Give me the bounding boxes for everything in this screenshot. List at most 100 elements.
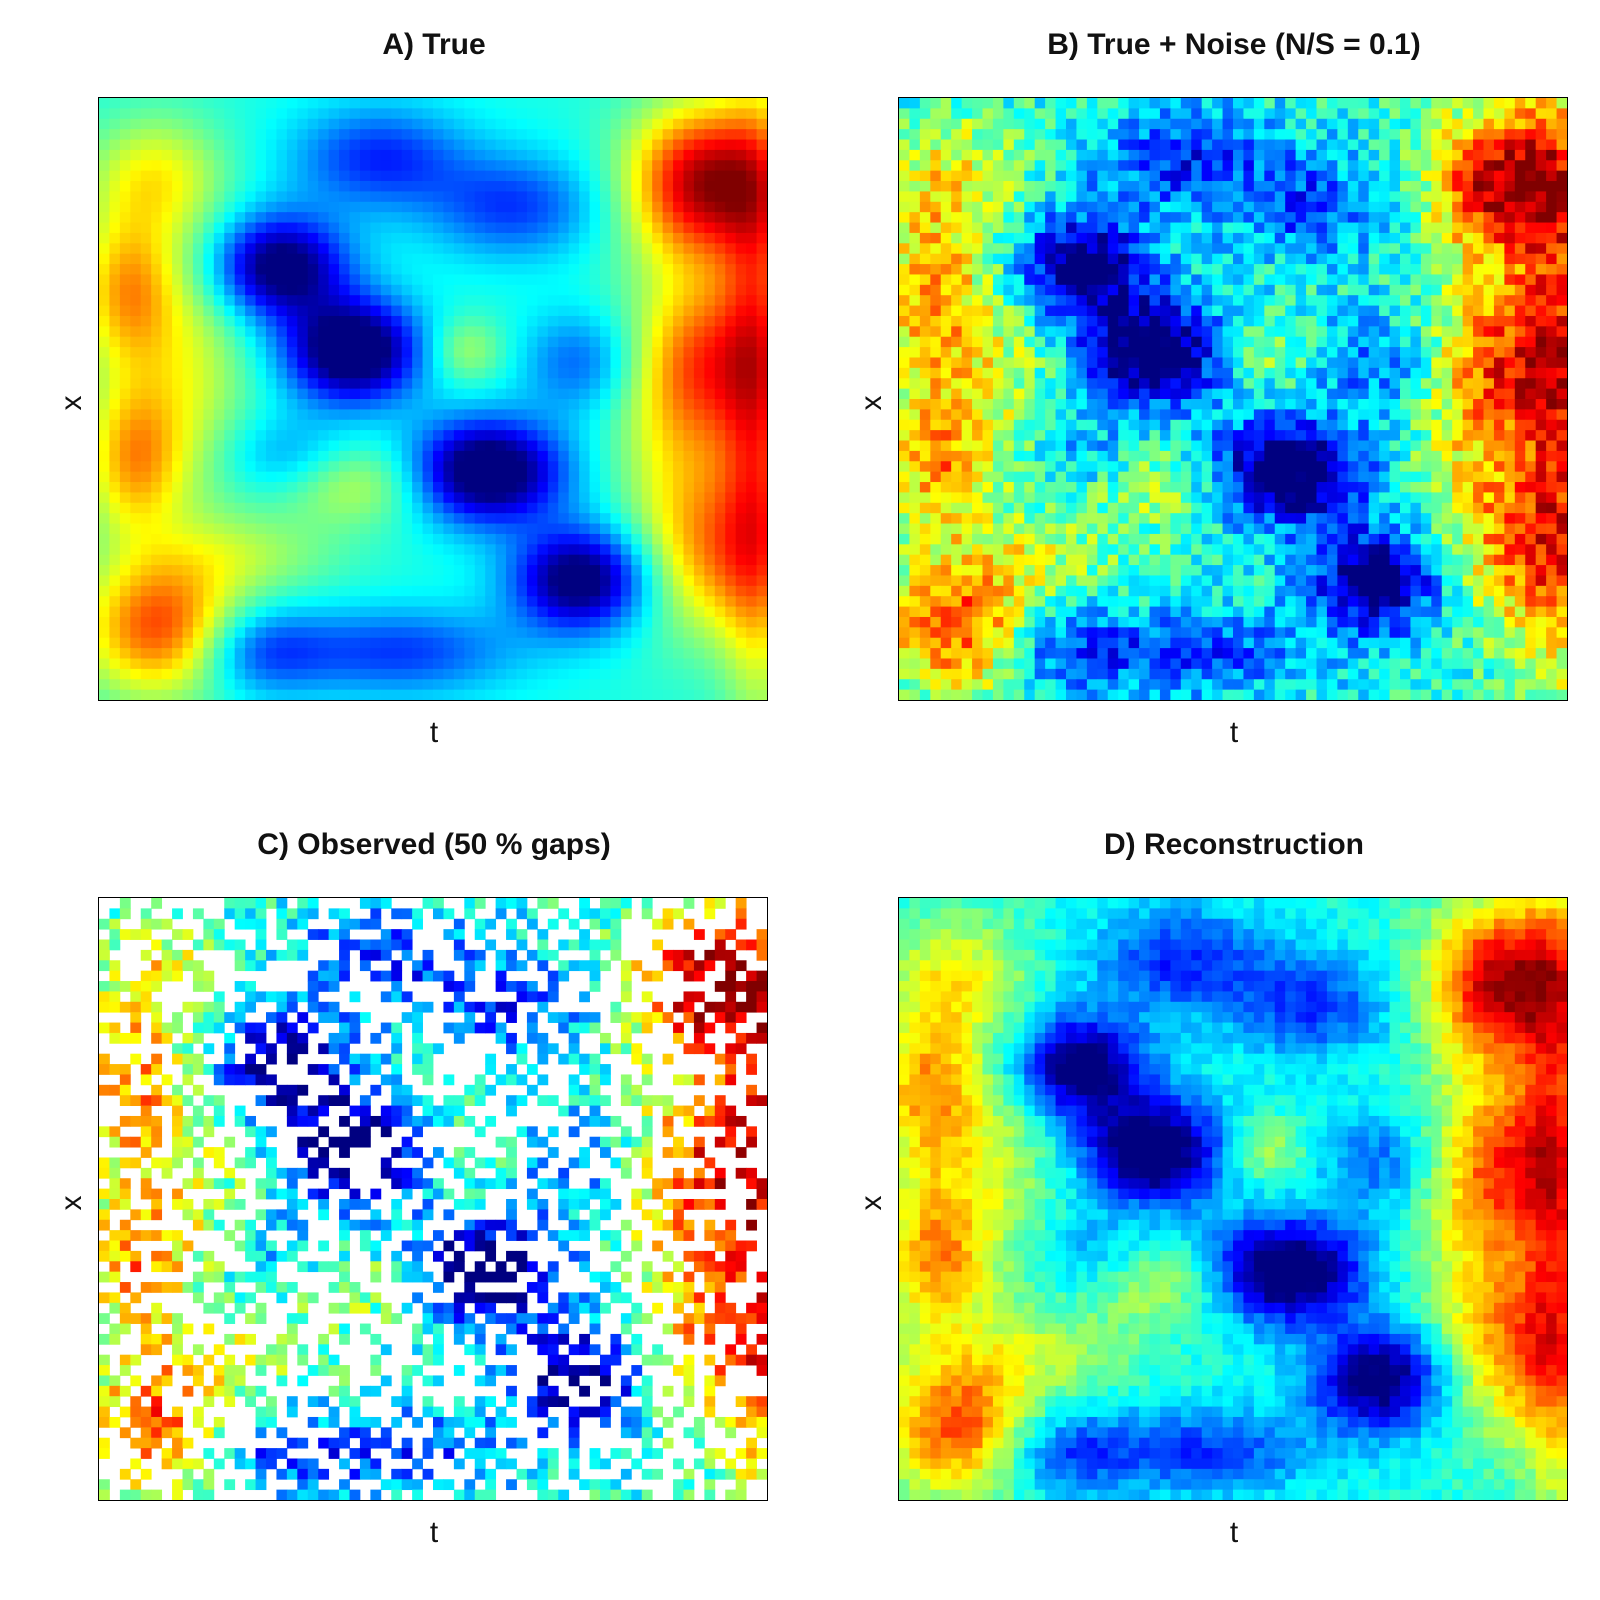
panel-a-heatmap-cell <box>203 367 215 379</box>
panel-a-heatmap-cell <box>579 295 590 307</box>
panel-a-heatmap-cell <box>589 450 601 462</box>
panel-a-heatmap-cell <box>161 139 173 151</box>
panel-a-heatmap-cell <box>537 201 549 213</box>
panel-a-heatmap-cell <box>725 336 737 348</box>
panel-a-heatmap-cell <box>443 357 455 369</box>
panel-b-heatmap-cell <box>1295 274 1307 286</box>
panel-a-heatmap-cell <box>558 679 570 691</box>
panel-a-heatmap-cell <box>245 419 256 431</box>
panel-a-heatmap-cell <box>526 440 538 452</box>
panel-b-heatmap-cell <box>1118 243 1130 255</box>
panel-a-heatmap-cell <box>391 388 403 400</box>
panel-a-heatmap-cell <box>401 492 413 504</box>
panel-a-heatmap-cell <box>130 315 142 327</box>
panel-a-heatmap-cell <box>370 648 382 659</box>
panel-a-heatmap-cell <box>735 554 747 566</box>
panel-a-heatmap-cell <box>506 668 517 680</box>
panel-a-heatmap-cell <box>140 419 152 431</box>
panel-a-heatmap-cell <box>412 264 423 275</box>
panel-b-heatmap-cell <box>982 212 994 223</box>
panel-a-heatmap-cell <box>213 492 225 504</box>
panel-a-heatmap-cell <box>433 160 444 172</box>
panel-a-heatmap-cell <box>756 461 767 473</box>
panel-a-heatmap-cell <box>370 471 382 483</box>
panel-a-heatmap-cell <box>506 575 517 587</box>
panel-a-heatmap-cell <box>140 471 152 483</box>
panel-a-heatmap-cell <box>203 160 215 172</box>
panel-a-heatmap-cell <box>516 399 528 410</box>
panel-a-heatmap-cell <box>339 212 350 223</box>
panel-a-heatmap-cell <box>109 274 121 286</box>
panel-b-heatmap-cell <box>1076 201 1088 213</box>
panel-a-heatmap-cell <box>245 139 256 151</box>
panel-a-heatmap-cell <box>443 305 455 317</box>
panel-a-heatmap-cell <box>485 450 497 462</box>
panel-a-heatmap-cell <box>401 502 413 514</box>
panel-a-heatmap-cell <box>620 575 632 587</box>
panel-b-heatmap-cell <box>951 284 963 296</box>
panel-a-heatmap-cell <box>224 243 236 255</box>
panel-a-heatmap-cell <box>547 450 559 462</box>
panel-a-heatmap-cell <box>339 606 350 618</box>
panel-a-heatmap-cell <box>412 295 423 307</box>
panel-b-heatmap-cell <box>1118 232 1130 244</box>
panel-a-heatmap-cell <box>537 243 549 255</box>
panel-a-heatmap-cell <box>422 170 434 182</box>
panel-a-heatmap-cell <box>286 471 298 483</box>
panel-b-heatmap-cell <box>972 129 983 140</box>
panel-b-heatmap-cell <box>1128 253 1140 265</box>
panel-a-heatmap-cell <box>412 243 423 255</box>
panel-a-heatmap-cell <box>610 471 622 483</box>
panel-a-heatmap-cell <box>391 315 403 327</box>
panel-a-heatmap-cell <box>673 357 684 369</box>
panel-a-heatmap-cell <box>558 232 570 244</box>
panel-a-heatmap-cell <box>526 367 538 379</box>
panel-a-heatmap-cell <box>704 679 716 691</box>
panel-a-heatmap-cell <box>255 274 267 286</box>
panel-a-heatmap-cell <box>547 419 559 431</box>
panel-b-heatmap-cell <box>1546 149 1557 161</box>
panel-b-heatmap-cell <box>1013 201 1025 213</box>
panel-b-heatmap-cell <box>1274 232 1286 244</box>
panel-b-heatmap-cell <box>1264 108 1276 120</box>
panel-b-heatmap-cell <box>1212 264 1223 275</box>
panel-a-heatmap-cell <box>151 191 163 203</box>
panel-a-heatmap-cell <box>464 399 476 410</box>
panel-b-heatmap-cell <box>1159 253 1171 265</box>
panel-a-heatmap-cell <box>568 450 580 462</box>
panel-a-heatmap-cell <box>370 201 382 213</box>
panel-b-heatmap-cell <box>1233 129 1244 140</box>
panel-a-heatmap-cell <box>756 513 767 524</box>
panel-b-heatmap-cell <box>1201 284 1213 296</box>
panel-a-heatmap-cell <box>266 596 277 608</box>
panel-a-heatmap-cell <box>172 482 183 493</box>
panel-a-heatmap-cell <box>99 305 110 317</box>
panel-a-heatmap-cell <box>547 575 559 587</box>
panel-a-heatmap-cell <box>276 347 288 358</box>
panel-a-heatmap-cell <box>506 471 517 483</box>
panel-a-heatmap-cell <box>119 357 131 369</box>
panel-b-heatmap-cell <box>951 295 963 307</box>
panel-a-heatmap-cell <box>485 326 497 338</box>
panel-a-heatmap-cell <box>568 461 580 473</box>
panel-a-heatmap-cell <box>328 575 340 587</box>
panel-b-heatmap-cell <box>1159 295 1171 307</box>
panel-a-heatmap-cell <box>109 149 121 161</box>
panel-a-heatmap-cell <box>568 253 580 265</box>
panel-b-heatmap-cell <box>1379 98 1390 109</box>
panel-b-heatmap-cell <box>1107 191 1119 203</box>
panel-a-heatmap-cell <box>286 533 298 545</box>
panel-a-heatmap-cell <box>547 388 559 400</box>
panel-a-heatmap-cell <box>652 399 664 410</box>
panel-a-heatmap-cell <box>516 689 528 700</box>
panel-a-heatmap-cell <box>307 336 319 348</box>
panel-a-heatmap-cell <box>652 378 664 390</box>
panel-b-heatmap-cell <box>1274 222 1286 234</box>
panel-a-heatmap-cell <box>140 367 152 379</box>
panel-a-heatmap-cell <box>704 471 716 483</box>
panel-a-heatmap-cell <box>537 482 549 493</box>
panel-a-heatmap-cell <box>370 108 382 120</box>
panel-a-heatmap-cell <box>464 149 476 161</box>
panel-a-heatmap-cell <box>380 627 392 639</box>
panel-a-heatmap-cell <box>714 658 726 670</box>
